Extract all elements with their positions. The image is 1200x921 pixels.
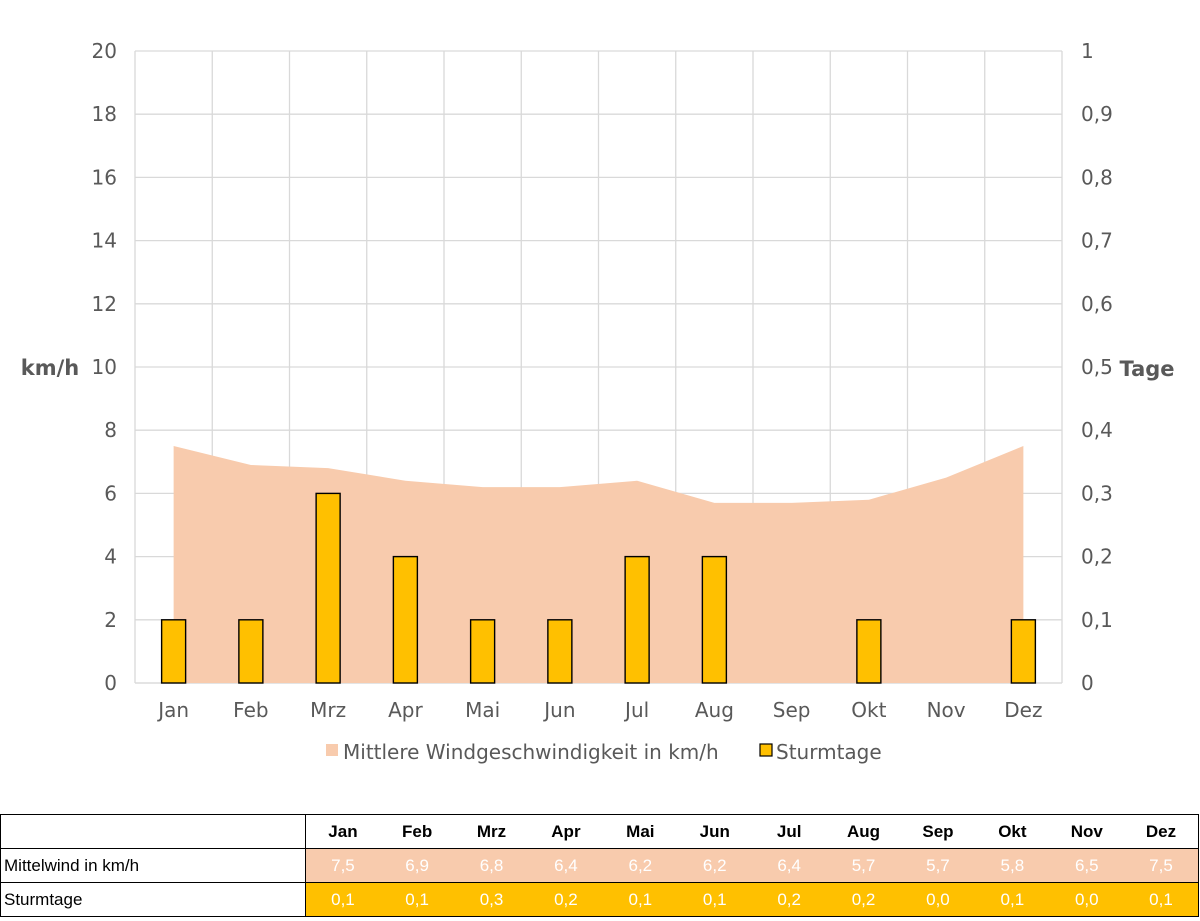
column-header-dez: Dez	[1123, 814, 1199, 849]
x-tick-label: Aug	[695, 698, 734, 722]
legend: Mittlere Windgeschwindigkeit in km/h Stu…	[326, 740, 882, 764]
left-tick-label: 6	[104, 481, 117, 505]
x-tick-label: Mrz	[310, 698, 346, 722]
column-header-jun: Jun	[677, 814, 752, 849]
axis-ticks: 0 2 4 6 8 10 12 14 16 18 20 0 0,1 0,2 0,3 0,4 0,5 0,6 0,7 0…	[92, 39, 1113, 722]
left-tick-label: 18	[92, 102, 117, 126]
table-cell: 0,2	[751, 882, 827, 917]
table-cell: 6,5	[1049, 848, 1124, 883]
table-cell: 0,3	[454, 882, 529, 917]
right-tick-label: 0,2	[1081, 545, 1113, 569]
column-header-feb: Feb	[379, 814, 455, 849]
table-cell: 0,1	[975, 882, 1050, 917]
table-cell: 6,4	[528, 848, 604, 883]
x-tick-label: Okt	[851, 698, 886, 722]
row-label-storm: Sturmtage	[0, 882, 306, 917]
table-cell: 0,1	[603, 882, 678, 917]
table-cell: 0,0	[1049, 882, 1124, 917]
table-cell: 6,4	[751, 848, 827, 883]
right-tick-label: 0,9	[1081, 102, 1113, 126]
table-cell: 0,0	[900, 882, 976, 917]
bar-feb	[238, 619, 264, 684]
right-tick-label: 0,1	[1081, 608, 1113, 632]
table-cell: 0,1	[305, 882, 380, 917]
bar-jul	[624, 555, 650, 684]
table-cell: 5,8	[975, 848, 1050, 883]
x-tick-label: Nov	[927, 698, 966, 722]
table-cell: 0,2	[826, 882, 901, 917]
table-row-wind: Mittelwind in km/h 7,5 6,9 6,8 6,4 6,2 6,2 6,4…	[0, 848, 1199, 883]
table-cell: 6,9	[379, 848, 455, 883]
storm-bar-series	[160, 492, 1037, 684]
right-tick-label: 0	[1081, 671, 1094, 695]
left-tick-label: 0	[104, 671, 117, 695]
column-header-apr: Apr	[528, 814, 604, 849]
x-tick-label: Apr	[388, 698, 423, 722]
left-tick-label: 20	[92, 39, 117, 63]
left-axis-title: km/h	[21, 356, 79, 380]
column-header-jan: Jan	[305, 814, 380, 849]
bar-apr	[392, 555, 419, 684]
right-tick-label: 0,8	[1081, 165, 1113, 189]
table-cell: 5,7	[826, 848, 901, 883]
bar-jun	[547, 619, 573, 684]
x-tick-label: Jul	[623, 698, 649, 722]
left-tick-label: 14	[92, 229, 117, 253]
row-label-wind: Mittelwind in km/h	[0, 848, 306, 883]
left-tick-label: 16	[92, 165, 117, 189]
right-tick-label: 0,4	[1081, 418, 1113, 442]
bar-jan	[160, 619, 187, 684]
column-header-mrz: Mrz	[454, 814, 529, 849]
column-header-nov: Nov	[1049, 814, 1124, 849]
right-tick-label: 0,6	[1081, 292, 1113, 316]
legend-wind-label: Mittlere Windgeschwindigkeit in km/h	[343, 740, 719, 764]
table-header-row: Jan Feb Mrz Apr Mai Jun Jul Aug Sep Okt Nov Dez	[0, 814, 1199, 849]
table-cell: 0,1	[677, 882, 752, 917]
right-axis-title: Tage	[1119, 357, 1174, 381]
x-tick-label: Sep	[773, 698, 811, 722]
legend-storm-label: Sturmtage	[776, 740, 882, 764]
right-tick-label: 1	[1081, 39, 1094, 63]
column-header-aug: Aug	[826, 814, 901, 849]
table-cell: 0,1	[1123, 882, 1199, 917]
table-cell: 0,1	[379, 882, 455, 917]
bar-mrz	[315, 492, 341, 684]
left-tick-label: 4	[104, 545, 117, 569]
table-row-storm: Sturmtage 0,1 0,1 0,3 0,2 0,1 0,1 0,2 0,2 0,0 0,1…	[0, 882, 1199, 917]
wind-area-series	[173, 446, 1024, 683]
data-table: Jan Feb Mrz Apr Mai Jun Jul Aug Sep Okt Nov Dez Mit…	[0, 814, 1199, 917]
x-tick-label: Dez	[1004, 698, 1042, 722]
table-cell: 6,8	[454, 848, 529, 883]
table-cell: 5,7	[900, 848, 976, 883]
left-tick-label: 10	[92, 355, 117, 379]
table-corner-cell	[0, 814, 306, 849]
bar-mai	[469, 619, 496, 684]
column-header-okt: Okt	[975, 814, 1050, 849]
legend-storm-swatch	[759, 743, 773, 757]
left-tick-label: 2	[104, 608, 117, 632]
bar-dez	[1010, 619, 1037, 684]
right-tick-label: 0,5	[1081, 355, 1113, 379]
bar-aug	[701, 555, 728, 684]
bar-okt	[856, 619, 882, 684]
wind-chart: 0 2 4 6 8 10 12 14 16 18 20 0 0,1 0,2 0,3 0,4 0,5 0,6 0,7 0…	[21, 39, 1175, 764]
left-tick-label: 12	[92, 292, 117, 316]
table-cell: 6,2	[677, 848, 752, 883]
wind-area	[173, 446, 1024, 683]
column-header-mai: Mai	[603, 814, 678, 849]
x-tick-label: Jun	[542, 698, 575, 722]
column-header-jul: Jul	[751, 814, 827, 849]
table-cell: 7,5	[305, 848, 380, 883]
x-tick-label: Feb	[233, 698, 268, 722]
table-cell: 6,2	[603, 848, 678, 883]
table-cell: 7,5	[1123, 848, 1199, 883]
x-tick-label: Mai	[465, 698, 500, 722]
column-header-sep: Sep	[900, 814, 976, 849]
x-tick-label: Jan	[156, 698, 189, 722]
table-cell: 0,2	[528, 882, 604, 917]
left-tick-label: 8	[104, 418, 117, 442]
legend-wind-swatch	[326, 744, 338, 756]
right-tick-label: 0,7	[1081, 229, 1113, 253]
right-tick-label: 0,3	[1081, 481, 1113, 505]
